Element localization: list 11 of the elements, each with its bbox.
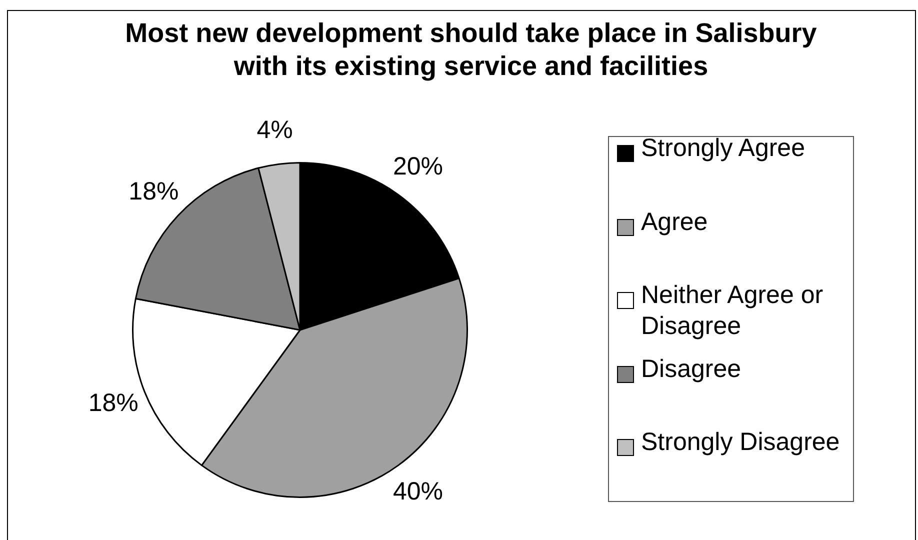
chart-title: Most new development should take place in Salisbury with its existing service and facilities — [124, 17, 818, 83]
data-label: 20% — [392, 152, 443, 181]
data-label: 4% — [256, 116, 293, 144]
legend-label: Disagree — [641, 354, 742, 384]
legend-label: Neither Agree or Disagree — [641, 280, 824, 342]
legend-label: Strongly Disagree — [641, 427, 840, 458]
data-label: 40% — [392, 477, 443, 506]
legend-label: Agree — [641, 206, 708, 238]
data-label: 18% — [128, 178, 179, 206]
legend-label: Strongly Agree — [641, 133, 805, 164]
data-label: 18% — [88, 388, 138, 417]
